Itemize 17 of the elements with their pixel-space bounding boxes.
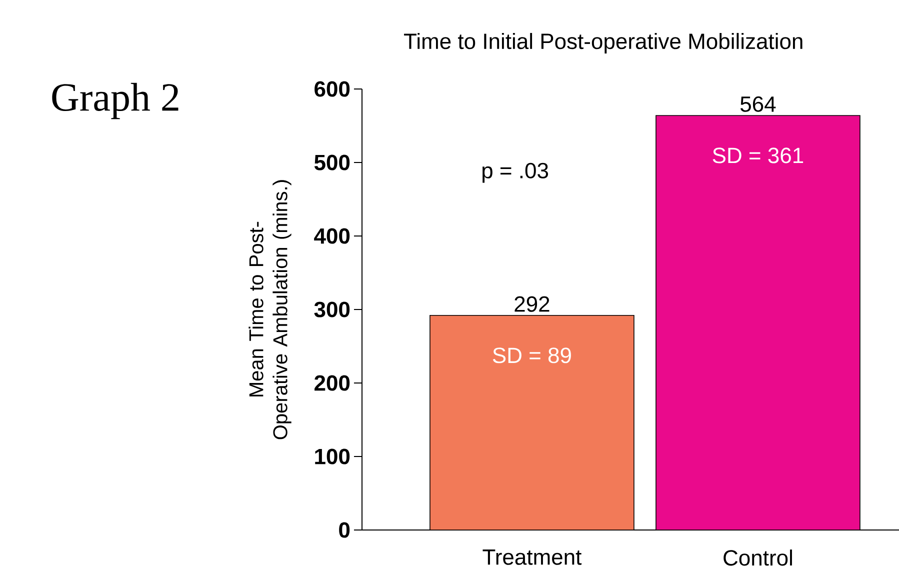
chart-title: Time to Initial Post-operative Mobilization [404, 32, 802, 54]
y-tick-label: 300 [314, 302, 350, 318]
annotation: SD = 361 [712, 148, 804, 164]
caption: Graph 2 [52, 82, 178, 120]
y-axis-title: Mean Time to Post-Operative Ambulation (mins.) [248, 180, 292, 440]
y-tick-label: 400 [314, 228, 350, 244]
data-label: 292 [514, 296, 550, 312]
y-tick-label: 0 [339, 522, 350, 538]
y-tick-label: 600 [314, 81, 350, 97]
annotation: p = .03 [482, 162, 548, 183]
y-tick-label: 200 [314, 375, 350, 391]
annotation: SD = 89 [492, 348, 571, 364]
x-tick-label: Control [724, 550, 792, 566]
x-tick-label: Treatment [482, 550, 582, 565]
y-tick-label: 500 [314, 154, 350, 170]
y-tick-label: 100 [315, 448, 350, 464]
data-label: 564 [740, 96, 776, 112]
